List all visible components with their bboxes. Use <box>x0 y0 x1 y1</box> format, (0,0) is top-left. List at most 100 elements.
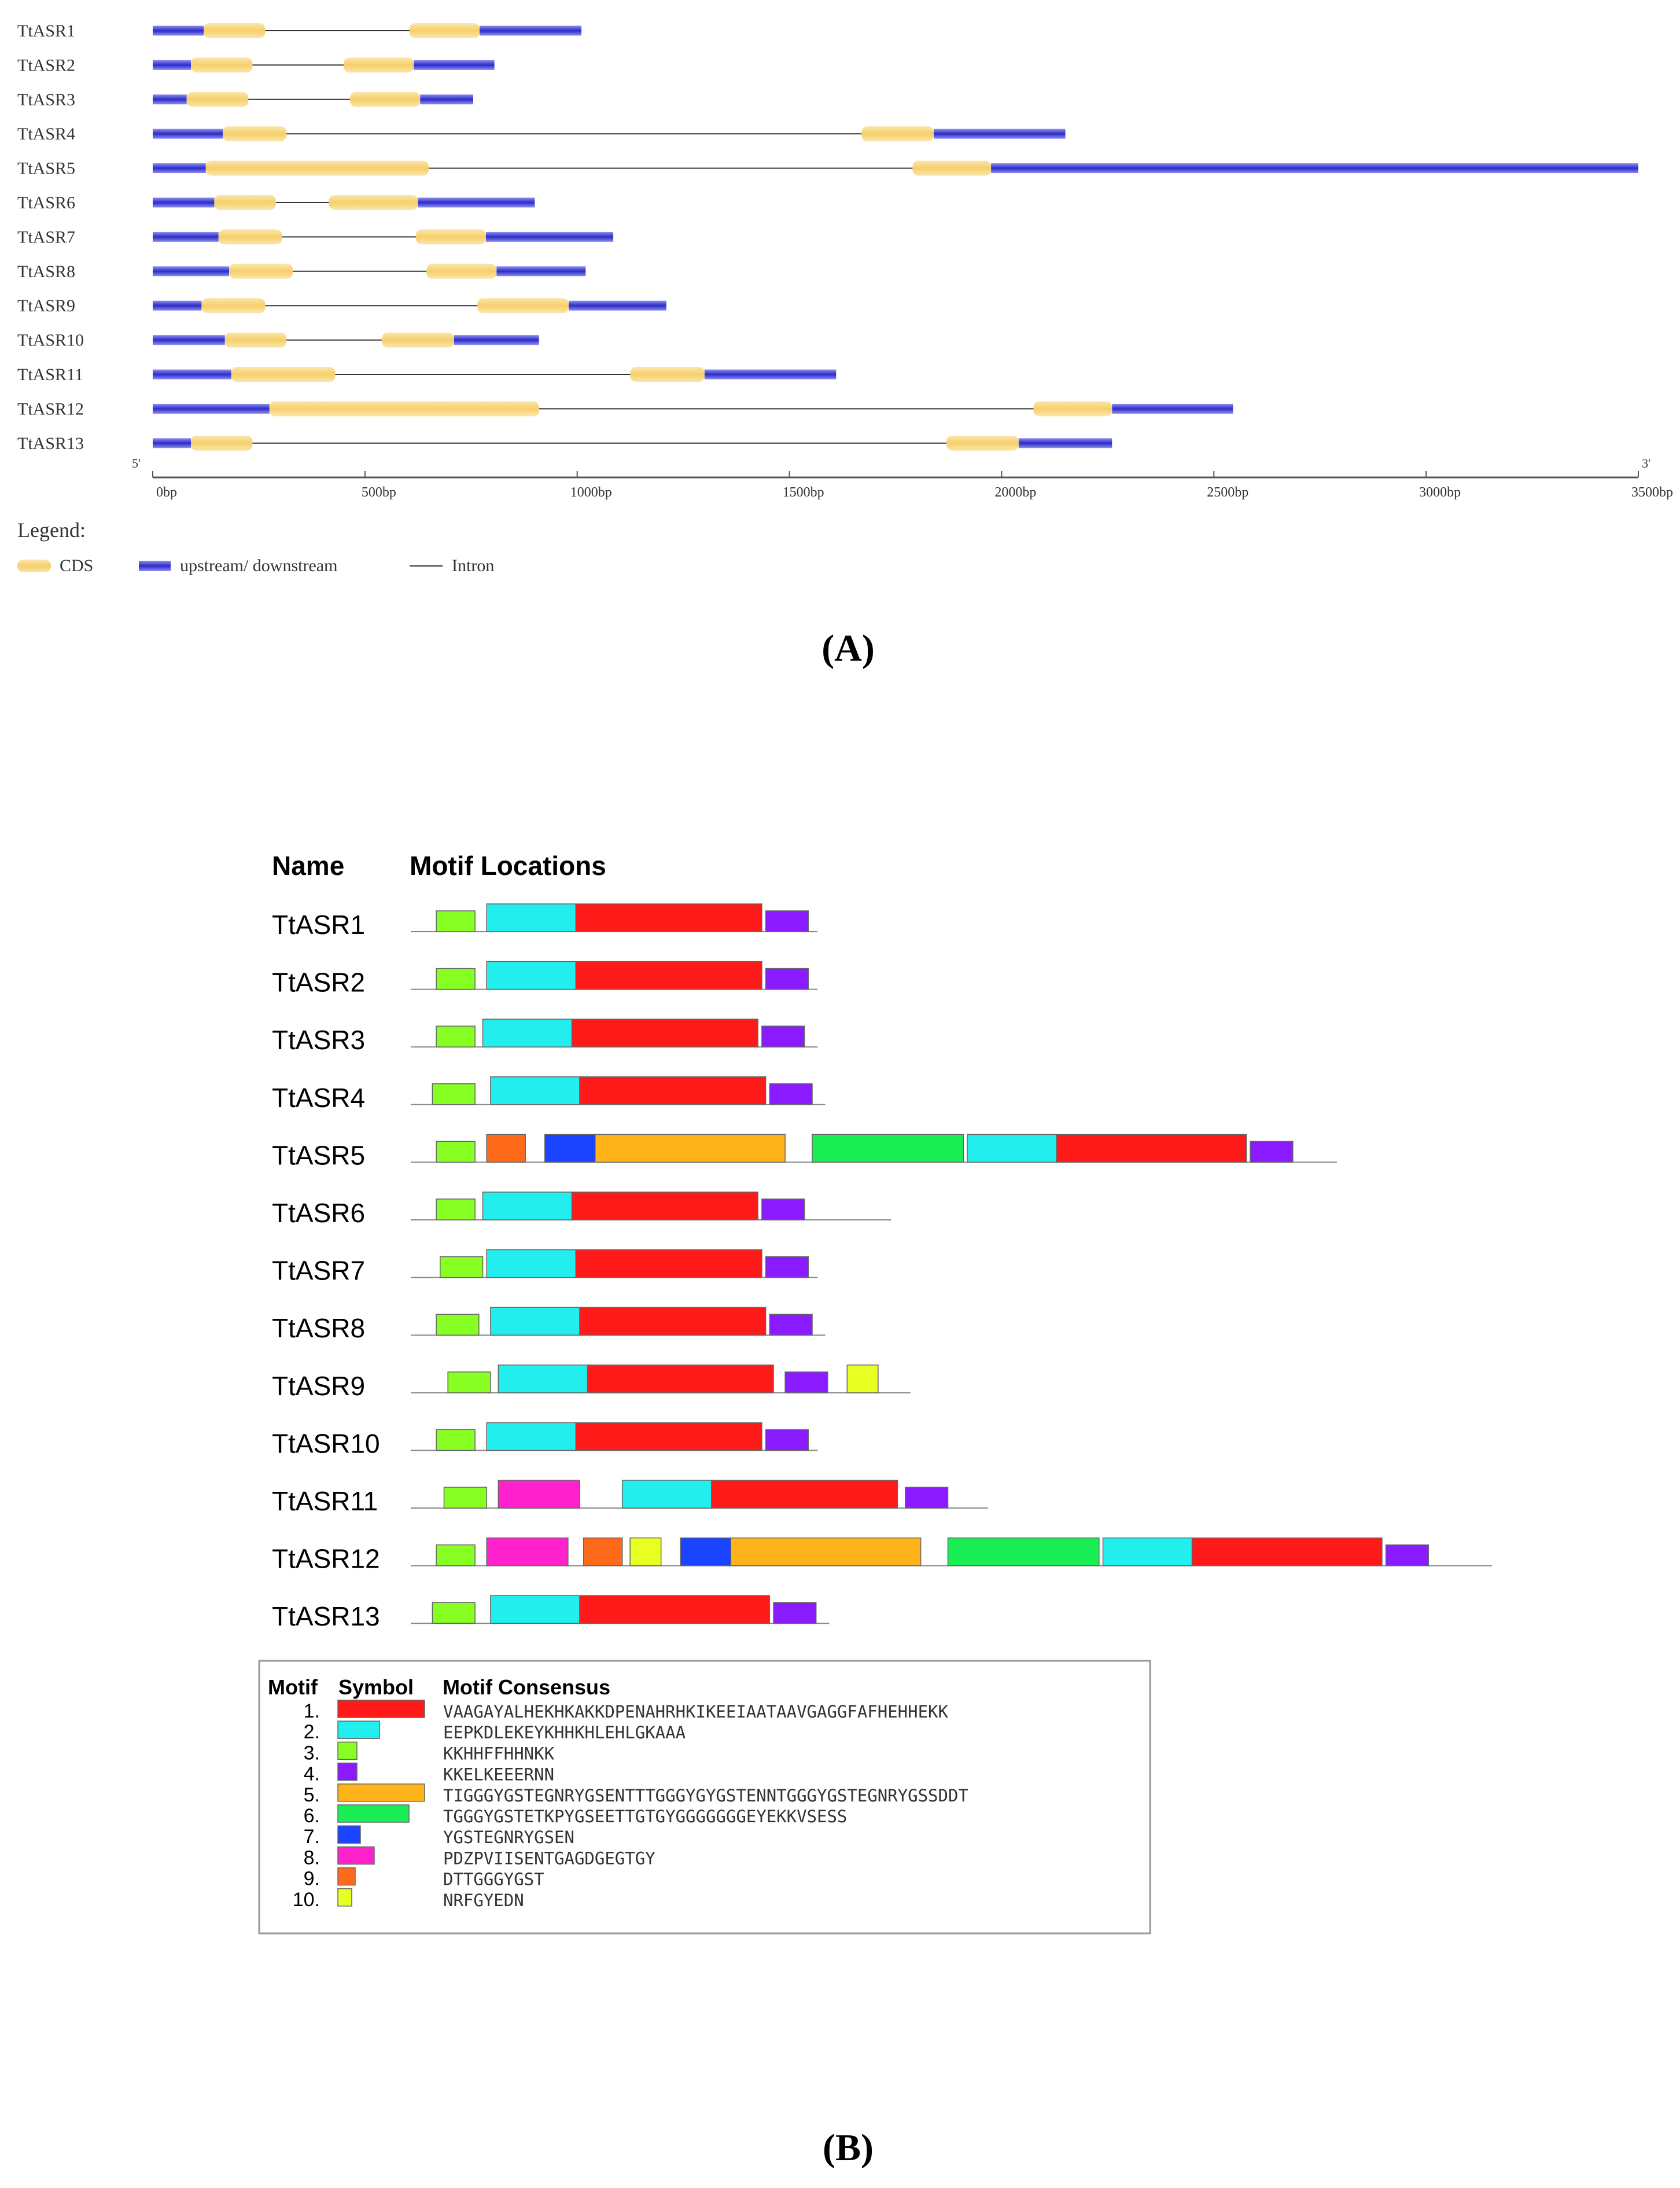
protein-name: TtASR8 <box>272 1313 365 1343</box>
motif-10-block <box>629 1537 662 1566</box>
cds-exon <box>223 126 287 142</box>
motif-2-block <box>486 1249 577 1278</box>
motif-2-block <box>490 1076 580 1105</box>
gene-name: TtASR7 <box>17 227 75 247</box>
motif-number: 2. <box>304 1721 320 1743</box>
protein-name: TtASR7 <box>272 1256 365 1286</box>
protein-name: TtASR9 <box>272 1371 365 1401</box>
legend-utr-swatch <box>139 561 171 571</box>
gene-name: TtASR3 <box>17 90 75 109</box>
motif-2-block <box>490 1307 580 1336</box>
gene-name: TtASR9 <box>17 296 75 315</box>
motif-2-block <box>482 1018 573 1047</box>
motif-row: TtASR7 <box>272 1249 818 1286</box>
axis-ticks: 0bp 500bp 1000bp 1500bp 2000bp 2500bp 3000bp 35… <box>152 471 1673 500</box>
motif-3-block <box>432 1083 476 1105</box>
upstream-utr <box>153 403 270 414</box>
motif-symbol <box>337 1867 356 1886</box>
symbol-column-header: Symbol <box>338 1675 414 1699</box>
motif-table-row: 1. VAAGAYALHEKHKAKKDPENAHRHKIKEEIAATAAVGA… <box>304 1700 949 1722</box>
motif-4-block <box>1385 1544 1430 1566</box>
axis-tick-label: 1000bp <box>570 485 612 500</box>
motif-row: TtASR12 <box>272 1537 1492 1574</box>
cds-exon <box>186 91 249 107</box>
motif-3-block <box>432 1602 476 1624</box>
motif-1-block <box>1191 1537 1383 1566</box>
motif-3-block <box>436 1314 480 1336</box>
motif-consensus: KKHHFFHHNKK <box>443 1744 555 1763</box>
motif-number: 3. <box>304 1742 320 1764</box>
gene-row: TtASR2 <box>17 56 495 75</box>
cds-exon <box>218 229 282 245</box>
axis-tick-label: 2000bp <box>994 485 1036 500</box>
motif-rows: TtASR1 TtASR2 TtASR3 TtASR4 TtASR5 TtASR6 TtAS… <box>272 903 1492 1631</box>
cds-exon <box>214 195 276 210</box>
motif-number: 7. <box>304 1826 320 1848</box>
motif-symbol <box>337 1762 358 1781</box>
upstream-utr <box>153 266 230 277</box>
motif-row: TtASR10 <box>272 1422 818 1458</box>
motif-1-block <box>587 1365 774 1393</box>
five-prime-label: 5' <box>132 456 141 470</box>
motif-1-block <box>579 1595 771 1624</box>
downstream-utr <box>479 25 582 36</box>
downstream-utr <box>991 163 1638 174</box>
motif-number: 6. <box>304 1805 320 1827</box>
motif-consensus: TGGGYGSTETKPYGSEETTGTGYGGGGGGGEYEKKVSESS <box>443 1807 847 1826</box>
motif-row: TtASR9 <box>272 1365 911 1401</box>
motif-row: TtASR3 <box>272 1018 818 1055</box>
gene-name: TtASR12 <box>17 399 84 418</box>
motif-1-block <box>1056 1134 1247 1163</box>
gene-name: TtASR6 <box>17 193 75 212</box>
consensus-column-header: Motif Consensus <box>443 1675 610 1699</box>
motif-3-block <box>436 910 476 932</box>
downstream-utr <box>704 369 837 380</box>
motif-table-row: 3. KKHHFFHHNKK <box>304 1741 555 1764</box>
motif-table-row: 2. EEPKDLEKEYKHHKHLEHLGKAAA <box>304 1720 686 1743</box>
motif-table-rows: 1. VAAGAYALHEKHKAKKDPENAHRHKIKEEIAATAAVGA… <box>293 1700 968 1911</box>
protein-name: TtASR1 <box>272 910 365 940</box>
bp-axis: 5' 3' 0bp 500bp 1000bp 1500bp 2000bp 2500bp 30… <box>132 456 1673 500</box>
motif-symbol <box>337 1804 410 1823</box>
motif-5-block <box>730 1537 922 1566</box>
cds-exon <box>861 126 934 142</box>
gene-name: TtASR2 <box>17 56 75 75</box>
cds-exon <box>201 298 266 314</box>
cds-exon <box>231 367 336 382</box>
motif-table-row: 9. DTTGGGYGST <box>304 1867 544 1890</box>
motif-4-block <box>905 1487 949 1509</box>
motif-row: TtASR13 <box>272 1595 830 1631</box>
motif-3-block <box>440 1256 484 1278</box>
name-header: Name <box>272 851 344 881</box>
gene-row: TtASR3 <box>17 90 473 109</box>
motif-locations-header: Motif Locations <box>410 851 606 881</box>
motif-table-row: 5. TIGGGYGSTEGNRYGSENTTTGGGYGYGSTENNTGGGY… <box>304 1784 968 1806</box>
motif-3-block <box>436 1141 476 1163</box>
motif-2-block <box>486 961 577 990</box>
motif-table-border <box>258 1660 1151 1935</box>
motif-2-block <box>486 1422 577 1451</box>
legend-cds-label: CDS <box>60 556 93 575</box>
motif-1-block <box>571 1192 758 1220</box>
motif-2-block <box>482 1192 573 1220</box>
motif-number: 9. <box>304 1868 320 1890</box>
gene-row: TtASR9 <box>17 296 666 315</box>
downstream-utr <box>418 197 535 208</box>
motif-consensus: KKELKEEERNN <box>443 1765 554 1785</box>
cds-exon <box>946 435 1019 451</box>
legend-intron-label: Intron <box>452 556 494 575</box>
motif-2-block <box>621 1480 712 1509</box>
motif-4-block <box>769 1083 813 1105</box>
motif-table-row: 10. NRFGYEDN <box>293 1888 524 1911</box>
downstream-utr <box>414 60 495 70</box>
motif-3-block <box>436 1198 476 1220</box>
protein-name: TtASR3 <box>272 1025 365 1055</box>
motif-3-block <box>436 1429 476 1451</box>
motif-column-header: Motif <box>268 1675 318 1699</box>
protein-name: TtASR12 <box>272 1544 380 1574</box>
cds-exon <box>344 57 414 73</box>
cds-exon <box>426 263 497 279</box>
gene-row: TtASR13 <box>17 434 1112 453</box>
upstream-utr <box>153 231 219 242</box>
motif-symbol <box>337 1825 361 1844</box>
